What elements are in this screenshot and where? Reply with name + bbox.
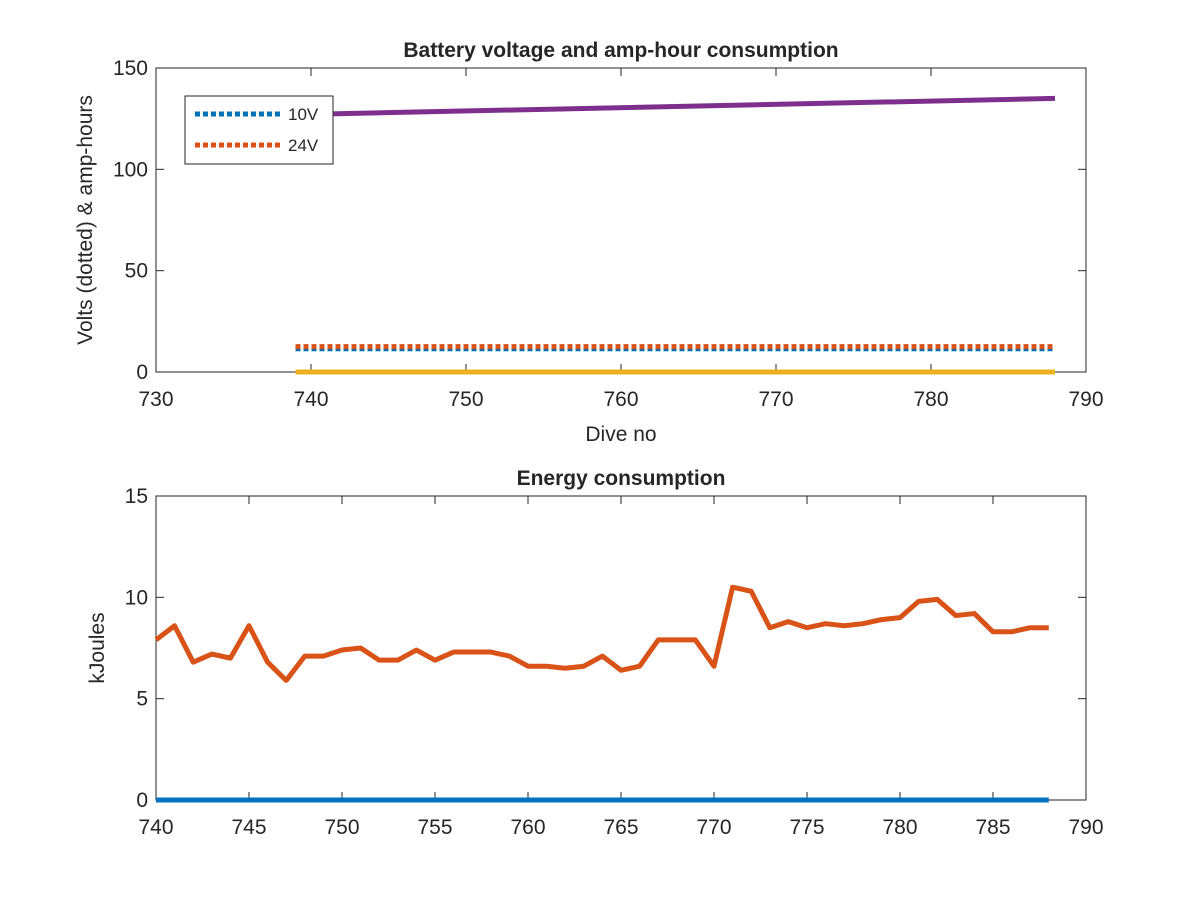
y-axis-label: kJoules bbox=[86, 612, 109, 683]
plot-area bbox=[155, 495, 1087, 801]
voltage-chart: 730 740 750 760 770 780 790 0 50 100 150 Battery vo… bbox=[74, 39, 1104, 446]
x-tick-label: 730 bbox=[138, 388, 173, 411]
y-tick-label: 10 bbox=[125, 586, 148, 609]
x-tick-label: 790 bbox=[1068, 388, 1103, 411]
y-tick-label: 0 bbox=[136, 789, 148, 812]
legend: 10V 24V bbox=[184, 95, 334, 165]
legend-label: 24V bbox=[288, 136, 319, 155]
x-tick-label: 745 bbox=[231, 816, 266, 839]
y-axis-label: Volts (dotted) & amp-hours bbox=[74, 95, 97, 345]
x-axis-label: Dive no bbox=[585, 423, 656, 446]
x-tick-label: 750 bbox=[324, 816, 359, 839]
chart-title: Energy consumption bbox=[517, 467, 726, 490]
x-tick-label: 765 bbox=[603, 816, 638, 839]
y-tick-label: 100 bbox=[113, 158, 148, 181]
y-tick-label: 0 bbox=[136, 361, 148, 384]
y-tick-label: 50 bbox=[125, 260, 148, 283]
y-tick-label: 5 bbox=[136, 688, 148, 711]
x-tick-label: 770 bbox=[758, 388, 793, 411]
chart-title: Battery voltage and amp-hour consumption bbox=[403, 39, 838, 62]
x-tick-label: 750 bbox=[448, 388, 483, 411]
x-tick-label: 740 bbox=[138, 816, 173, 839]
legend-label: 10V bbox=[288, 105, 319, 124]
x-tick-label: 770 bbox=[696, 816, 731, 839]
x-tick-label: 760 bbox=[510, 816, 545, 839]
x-tick-label: 790 bbox=[1068, 816, 1103, 839]
y-tick-label: 150 bbox=[113, 57, 148, 80]
x-tick-label: 755 bbox=[417, 816, 452, 839]
energy-chart: 740 745 750 755 760 765 770 775 780 785 790 0 5 10 15 E… bbox=[86, 467, 1104, 839]
x-tick-label: 780 bbox=[882, 816, 917, 839]
x-tick-label: 785 bbox=[975, 816, 1010, 839]
y-tick-label: 15 bbox=[125, 485, 148, 508]
x-tick-label: 760 bbox=[603, 388, 638, 411]
series-line-0 bbox=[154, 584, 1049, 683]
x-tick-label: 740 bbox=[293, 388, 328, 411]
legend-box bbox=[184, 95, 334, 165]
x-tick-label: 775 bbox=[789, 816, 824, 839]
x-tick-label: 780 bbox=[913, 388, 948, 411]
series-line-2 bbox=[295, 95, 1056, 118]
